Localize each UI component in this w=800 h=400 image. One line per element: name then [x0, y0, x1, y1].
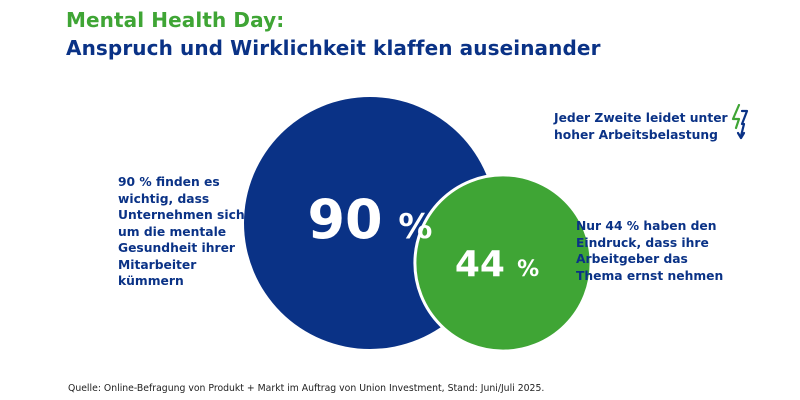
bubble-44-label: 44 % [455, 244, 539, 285]
bubble-90-number: 90 [307, 188, 382, 251]
title-line-2: Anspruch und Wirklichkeit klaffen ausein… [66, 36, 601, 60]
side-note: Jeder Zweite leidet unter hoher Arbeitsb… [554, 111, 728, 142]
bubble-44-percent [413, 173, 593, 353]
bubble-90-label: 90 % [307, 188, 432, 251]
source-footer: Quelle: Online-Befragung von Produkt + M… [68, 383, 545, 394]
bubble-44-number: 44 [455, 244, 505, 285]
right-description: Nur 44 % haben den Eindruck, dass ihre A… [576, 219, 724, 283]
bubble-44-unit: % [517, 257, 539, 282]
left-description: 90 % finden es wichtig, dass Unternehmen… [118, 175, 245, 288]
title-line-1: Mental Health Day: [66, 8, 285, 32]
bubble-90-unit: % [398, 207, 432, 247]
lightning-arrow-icon [731, 104, 749, 140]
